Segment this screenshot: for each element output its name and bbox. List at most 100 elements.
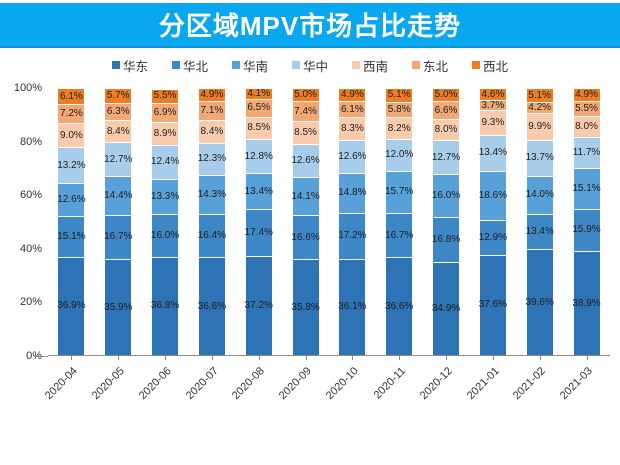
bar-value-label: 5.1% <box>387 89 411 101</box>
bar-value-label: 5.0% <box>294 89 317 101</box>
bar-value-label: 8.9% <box>153 128 177 140</box>
bar-segment: 7.4% <box>292 101 319 122</box>
bar-segment: 8.9% <box>152 121 179 146</box>
bar-value-label: 16.0% <box>150 229 180 241</box>
bar-value-label: 13.4% <box>244 185 273 197</box>
y-axis: 0% 20% 40% 60% 80% 100% <box>8 82 48 362</box>
bar-stack: 6.1% 7.2% 9.0% 13.2% 12.6% 15.1% 36.9% <box>57 88 86 355</box>
bar-value-label: 14.1% <box>291 190 320 202</box>
plot-column: 6.1% 7.2% 9.0% 13.2% 12.6% 15.1% 36.9% 5.7% 6.3%… <box>43 88 610 408</box>
bar-value-label: 7.2% <box>60 108 83 120</box>
bar-segment: 5.5% <box>573 101 600 116</box>
bar-segment: 15.1% <box>572 168 601 209</box>
bar-value-label: 11.7% <box>572 147 601 159</box>
x-axis: 2020-04 2020-05 2020-06 2020-07 2020-08 2020-… <box>43 356 610 408</box>
bar-segment: 14.0% <box>525 176 554 214</box>
x-axis-label: 2020-08 <box>230 365 268 403</box>
axis-tick-icon <box>352 356 354 360</box>
bar-value-label: 36.6% <box>197 300 227 312</box>
bar-segment: 8.5% <box>292 121 319 144</box>
x-axis-category: 2021-01 <box>464 356 516 408</box>
bar-stack: 4.9% 5.5% 8.0% 11.7% 15.1% 15.9% 38.9% <box>572 88 601 355</box>
axis-tick-icon <box>305 356 307 360</box>
legend-swatch-icon <box>291 61 300 69</box>
x-axis-category: 2020-11 <box>371 356 423 408</box>
bar-segment: 15.1% <box>57 216 86 257</box>
bar-value-label: 38.9% <box>572 297 601 309</box>
bar-column: 4.1% 6.5% 8.5% 12.8% 13.4% 17.4% 37.2% <box>235 88 282 355</box>
bar-segment: 37.6% <box>479 254 507 355</box>
x-axis-category: 2020-06 <box>137 356 189 408</box>
bar-segment: 12.6% <box>57 182 86 217</box>
bar-value-label: 6.5% <box>247 102 271 114</box>
bar-segment: 18.6% <box>479 170 507 221</box>
bar-value-label: 15.7% <box>385 186 414 198</box>
bar-segment: 16.7% <box>104 214 133 260</box>
x-axis-category: 2020-10 <box>324 356 376 408</box>
bar-segment: 12.7% <box>432 140 460 175</box>
bar-value-label: 34.9% <box>431 302 461 314</box>
bar-segment: 38.9% <box>572 251 601 355</box>
x-axis-category: 2020-09 <box>277 356 329 408</box>
bar-segment: 13.4% <box>525 213 554 250</box>
bar-segment: 11.7% <box>572 137 601 169</box>
x-axis-category: 2020-08 <box>230 356 282 408</box>
bar-value-label: 12.0% <box>385 149 414 161</box>
bar-value-label: 36.1% <box>338 301 367 313</box>
bar-value-label: 35.8% <box>291 301 320 313</box>
bar-value-label: 14.0% <box>525 189 554 201</box>
bar-segment: 5.0% <box>292 88 319 102</box>
bar-column: 4.9% 7.1% 8.4% 12.3% 14.3% 16.4% 36.6% <box>188 88 235 355</box>
chart-title: 分区域MPV市场占比走势 <box>158 11 462 41</box>
axis-tick-icon <box>492 356 494 360</box>
bar-segment: 6.3% <box>105 103 132 120</box>
bar-value-label: 4.9% <box>200 89 224 101</box>
bar-value-label: 5.0% <box>434 89 458 101</box>
axis-tick-icon <box>586 356 588 360</box>
bar-value-label: 9.9% <box>528 120 552 132</box>
bar-value-label: 13.3% <box>150 190 180 202</box>
bar-value-label: 9.0% <box>60 129 83 141</box>
bar-value-label: 15.9% <box>572 224 601 236</box>
x-axis-category: 2020-04 <box>43 356 95 408</box>
bar-value-label: 13.7% <box>525 152 554 164</box>
bar-value-label: 12.8% <box>244 150 273 162</box>
legend-item: 华中 <box>291 56 328 75</box>
x-axis-category: 2020-07 <box>183 356 235 408</box>
bar-value-label: 8.2% <box>387 122 411 134</box>
bar-value-label: 5.7% <box>106 90 130 102</box>
bar-column: 5.7% 6.3% 8.4% 12.7% 14.4% 16.7% 35.9% <box>95 88 142 355</box>
bar-value-label: 4.2% <box>528 102 552 114</box>
bar-value-label: 13.4% <box>525 225 554 237</box>
x-axis-category: 2021-02 <box>511 356 563 408</box>
bar-segment: 6.6% <box>433 101 460 119</box>
x-axis-label: 2021-01 <box>464 365 502 403</box>
bar-value-label: 36.9% <box>57 300 86 312</box>
bar-column: 5.1% 5.8% 8.2% 12.0% 15.7% 16.7% 36.6% <box>376 88 423 355</box>
axis-tick-icon <box>165 356 167 360</box>
bar-segment: 8.3% <box>339 117 366 140</box>
bar-segment: 4.6% <box>479 88 506 101</box>
bar-segment: 5.8% <box>386 101 413 118</box>
bar-value-label: 16.7% <box>104 231 133 243</box>
x-axis-label: 2021-02 <box>511 365 549 403</box>
legend-swatch-icon <box>472 61 481 69</box>
legend-swatch-icon <box>352 61 360 69</box>
bar-segment: 8.5% <box>245 116 272 140</box>
bar-segment: 7.1% <box>198 101 225 121</box>
bar-column: 5.1% 4.2% 9.9% 13.7% 14.0% 13.4% 39.6% <box>516 88 563 355</box>
bar-segment: 8.4% <box>198 120 225 143</box>
bar-value-label: 36.8% <box>150 300 180 312</box>
bar-segment: 12.7% <box>104 142 132 177</box>
bar-column: 5.0% 6.6% 8.0% 12.7% 16.0% 16.8% 34.9% <box>423 88 470 355</box>
bar-segment: 16.6% <box>291 215 320 260</box>
x-axis-label: 2020-10 <box>323 365 361 403</box>
y-axis-tick-label: 40% <box>19 242 42 255</box>
bar-segment: 12.8% <box>244 139 273 174</box>
bar-segment: 36.8% <box>150 256 180 355</box>
bar-segment: 8.0% <box>433 119 460 141</box>
y-axis-tick-label: 60% <box>19 189 42 202</box>
axis-tick-icon <box>71 356 73 360</box>
bar-value-label: 8.4% <box>200 125 224 137</box>
legend-label: 华东 <box>122 59 148 74</box>
